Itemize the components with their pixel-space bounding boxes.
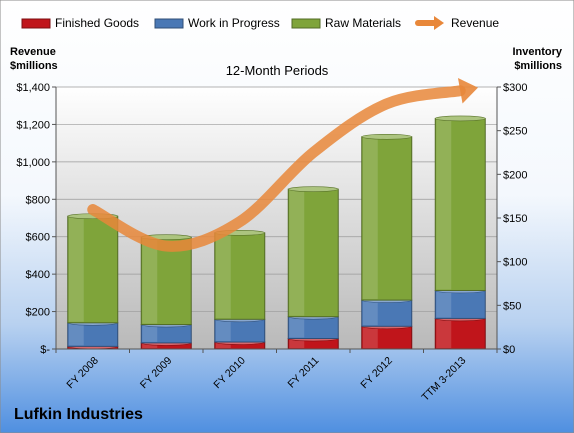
- bar-segment: [67, 319, 119, 347]
- legend-swatch: [21, 18, 51, 29]
- bar-highlight: [436, 119, 452, 290]
- bar-highlight: [215, 233, 231, 319]
- left-tick-label: $800: [26, 194, 50, 206]
- bar-top: [361, 133, 413, 140]
- bar-highlight: [362, 327, 378, 348]
- right-axis-label-line1: Inventory: [512, 46, 562, 58]
- right-tick-label: $100: [503, 257, 527, 269]
- right-tick-label: $150: [503, 213, 527, 225]
- bar-segment: [434, 315, 486, 350]
- bar-segment: [287, 186, 339, 318]
- legend-label: Revenue: [451, 16, 499, 30]
- bar-highlight: [142, 325, 158, 342]
- bar-segment: [361, 133, 413, 301]
- bar-segment: [434, 287, 486, 319]
- bar-highlight: [215, 343, 231, 348]
- bar-highlight: [68, 217, 84, 322]
- bar-highlight: [362, 137, 378, 300]
- left-tick-label: $600: [26, 232, 50, 244]
- left-tick-label: $1,400: [16, 82, 50, 94]
- legend: Finished Goods Work in Progress Raw Materi…: [21, 16, 499, 30]
- left-tick-label: $200: [26, 307, 50, 319]
- bar-highlight: [362, 301, 378, 326]
- bar-segment: [214, 316, 266, 343]
- right-tick-label: $0: [503, 344, 515, 356]
- bar-highlight: [436, 319, 452, 348]
- left-axis-label-line2: $millions: [10, 60, 58, 72]
- bar-highlight: [142, 343, 158, 348]
- bar-top: [434, 115, 486, 122]
- left-axis-label-line1: Revenue: [10, 46, 56, 58]
- bar-segment: [361, 297, 413, 327]
- left-tick-label: $-: [40, 344, 50, 356]
- bar-highlight: [289, 339, 305, 348]
- bar-top: [287, 186, 339, 192]
- bar-highlight: [289, 190, 305, 316]
- bar-highlight: [289, 317, 305, 338]
- plot-area: [56, 87, 497, 349]
- revenue-line: [87, 77, 478, 252]
- legend-swatch: [291, 18, 321, 29]
- bar-segment: [140, 321, 192, 344]
- bar-highlight: [436, 291, 452, 318]
- left-tick-label: $400: [26, 269, 50, 281]
- legend-item: Revenue: [415, 16, 499, 30]
- bar-highlight: [68, 323, 84, 346]
- legend-label: Finished Goods: [55, 16, 139, 30]
- bar-segment: [434, 115, 486, 291]
- bar-highlight: [215, 320, 231, 342]
- legend-arrow-swatch: [434, 16, 444, 30]
- company-name: Lufkin Industries: [14, 406, 143, 423]
- right-tick-label: $250: [503, 126, 527, 138]
- bar-segment: [287, 313, 339, 340]
- revenue-curve: [87, 85, 466, 252]
- bar-segment: [67, 213, 119, 324]
- chart-title: 12-Month Periods: [226, 63, 329, 78]
- legend-item: Raw Materials: [291, 16, 401, 30]
- left-tick-label: $1,200: [16, 119, 50, 131]
- right-axis-label-line2: $millions: [514, 60, 562, 72]
- legend-item: Finished Goods: [21, 16, 139, 30]
- right-tick-label: $50: [503, 300, 521, 312]
- bar-stacks: [67, 115, 486, 350]
- bar-highlight: [142, 238, 158, 324]
- revenue-arrowhead: [457, 77, 478, 104]
- bar-segment: [361, 323, 413, 350]
- legend-swatch: [154, 18, 184, 29]
- left-tick-label: $1,000: [16, 157, 50, 169]
- legend-item: Work in Progress: [154, 16, 280, 30]
- right-tick-label: $300: [503, 82, 527, 94]
- bar-segment: [140, 234, 192, 326]
- legend-label: Work in Progress: [188, 16, 280, 30]
- right-tick-label: $200: [503, 169, 527, 181]
- legend-label: Raw Materials: [325, 16, 401, 30]
- bar-segment: [214, 230, 266, 320]
